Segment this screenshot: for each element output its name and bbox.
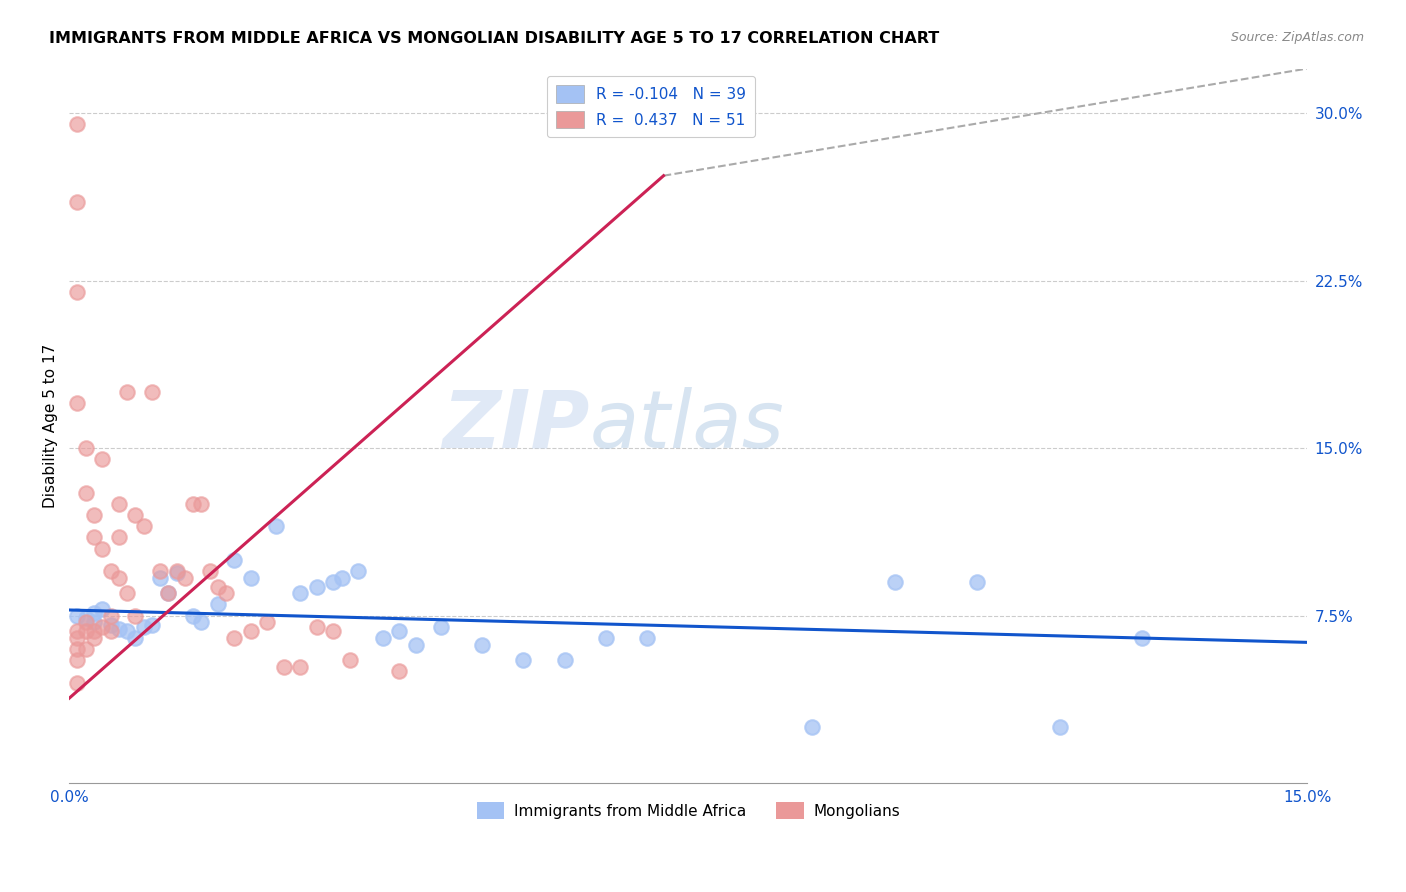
Point: [1130, 631, 1153, 645]
Point: [107, 497, 129, 511]
Point: [190, 615, 212, 630]
Point: [322, 624, 344, 639]
Point: [339, 653, 361, 667]
Point: [305, 620, 328, 634]
Point: [83, 508, 105, 522]
Point: [91, 620, 114, 634]
Point: [141, 385, 163, 400]
Point: [66, 117, 89, 131]
Point: [115, 624, 138, 639]
Point: [966, 575, 988, 590]
Point: [66, 624, 89, 639]
Point: [83, 530, 105, 544]
Legend: Immigrants from Middle Africa, Mongolians: Immigrants from Middle Africa, Mongolian…: [471, 796, 905, 825]
Point: [388, 665, 411, 679]
Point: [239, 571, 262, 585]
Point: [107, 622, 129, 636]
Point: [215, 586, 238, 600]
Point: [132, 519, 155, 533]
Point: [83, 624, 105, 639]
Point: [124, 631, 146, 645]
Point: [83, 615, 105, 630]
Point: [207, 580, 229, 594]
Point: [595, 631, 617, 645]
Point: [75, 642, 97, 657]
Point: [224, 631, 246, 645]
Text: IMMIGRANTS FROM MIDDLE AFRICA VS MONGOLIAN DISABILITY AGE 5 TO 17 CORRELATION CH: IMMIGRANTS FROM MIDDLE AFRICA VS MONGOLI…: [49, 31, 939, 46]
Point: [273, 660, 295, 674]
Point: [173, 571, 195, 585]
Point: [66, 396, 89, 410]
Point: [107, 530, 129, 544]
Point: [388, 624, 411, 639]
Point: [66, 653, 89, 667]
Point: [190, 497, 212, 511]
Point: [207, 598, 229, 612]
Point: [83, 607, 105, 621]
Point: [149, 571, 172, 585]
Point: [371, 631, 394, 645]
Point: [264, 519, 287, 533]
Point: [166, 564, 188, 578]
Point: [157, 586, 180, 600]
Point: [66, 285, 89, 299]
Point: [66, 642, 89, 657]
Point: [75, 441, 97, 455]
Point: [181, 497, 204, 511]
Point: [124, 608, 146, 623]
Point: [471, 638, 494, 652]
Point: [512, 653, 534, 667]
Y-axis label: Disability Age 5 to 17: Disability Age 5 to 17: [44, 343, 58, 508]
Point: [157, 586, 180, 600]
Point: [91, 452, 114, 467]
Point: [149, 564, 172, 578]
Point: [239, 624, 262, 639]
Point: [883, 575, 905, 590]
Point: [115, 385, 138, 400]
Point: [1049, 720, 1071, 734]
Point: [91, 602, 114, 616]
Point: [100, 617, 122, 632]
Point: [91, 541, 114, 556]
Point: [83, 631, 105, 645]
Point: [405, 638, 427, 652]
Point: [107, 571, 129, 585]
Point: [305, 580, 328, 594]
Point: [322, 575, 344, 590]
Point: [636, 631, 658, 645]
Point: [115, 586, 138, 600]
Point: [66, 608, 89, 623]
Point: [801, 720, 824, 734]
Point: [66, 195, 89, 210]
Point: [132, 620, 155, 634]
Point: [66, 631, 89, 645]
Point: [429, 620, 451, 634]
Point: [141, 617, 163, 632]
Point: [224, 553, 246, 567]
Point: [290, 586, 312, 600]
Point: [75, 485, 97, 500]
Point: [330, 571, 353, 585]
Point: [75, 611, 97, 625]
Point: [66, 675, 89, 690]
Text: atlas: atlas: [589, 387, 785, 465]
Point: [256, 615, 278, 630]
Text: ZIP: ZIP: [441, 387, 589, 465]
Point: [290, 660, 312, 674]
Point: [181, 608, 204, 623]
Point: [100, 624, 122, 639]
Point: [75, 615, 97, 630]
Text: Source: ZipAtlas.com: Source: ZipAtlas.com: [1230, 31, 1364, 45]
Point: [75, 624, 97, 639]
Point: [554, 653, 576, 667]
Point: [124, 508, 146, 522]
Point: [100, 608, 122, 623]
Point: [347, 564, 370, 578]
Point: [198, 564, 221, 578]
Point: [166, 566, 188, 581]
Point: [100, 564, 122, 578]
